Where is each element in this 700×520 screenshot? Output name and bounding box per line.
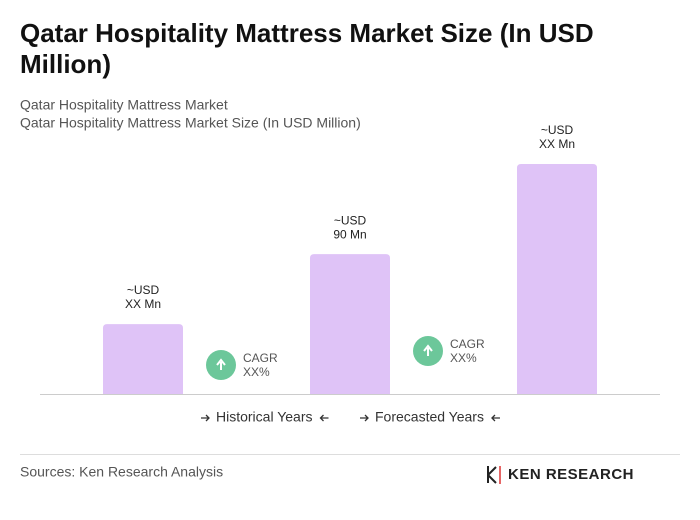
period-label: Forecasted Years (375, 409, 484, 425)
logo-icon (487, 466, 501, 484)
value-label: XX Mn (539, 137, 575, 151)
cagr-value: XX% (450, 351, 477, 365)
value-label: ~USD (541, 123, 574, 137)
cagr-arrow (423, 344, 433, 356)
subtitle: Qatar Hospitality Mattress Market Size (… (20, 115, 361, 131)
chart-title: Qatar Hospitality Mattress Market Size (… (20, 18, 594, 79)
value-label: ~USD (334, 213, 367, 227)
bar (517, 164, 597, 394)
period-label: Historical Years (216, 409, 313, 425)
cagr-label: CAGR (450, 337, 485, 351)
value-label: ~USD (127, 283, 160, 297)
value-label: 90 Mn (333, 227, 366, 241)
logo: KEN RESEARCH (508, 466, 634, 483)
cagr-arrow (216, 358, 226, 370)
subtitle: Qatar Hospitality Mattress Market (20, 97, 228, 113)
period-arrow (360, 414, 369, 422)
period-arrow (491, 414, 500, 422)
period-arrow (201, 414, 210, 422)
bar (310, 254, 390, 394)
cagr-value: XX% (243, 365, 270, 379)
bar (103, 324, 183, 394)
cagr-label: CAGR (243, 351, 278, 365)
value-label: XX Mn (125, 297, 161, 311)
source: Sources: Ken Research Analysis (20, 464, 223, 480)
period-arrow (319, 414, 329, 422)
